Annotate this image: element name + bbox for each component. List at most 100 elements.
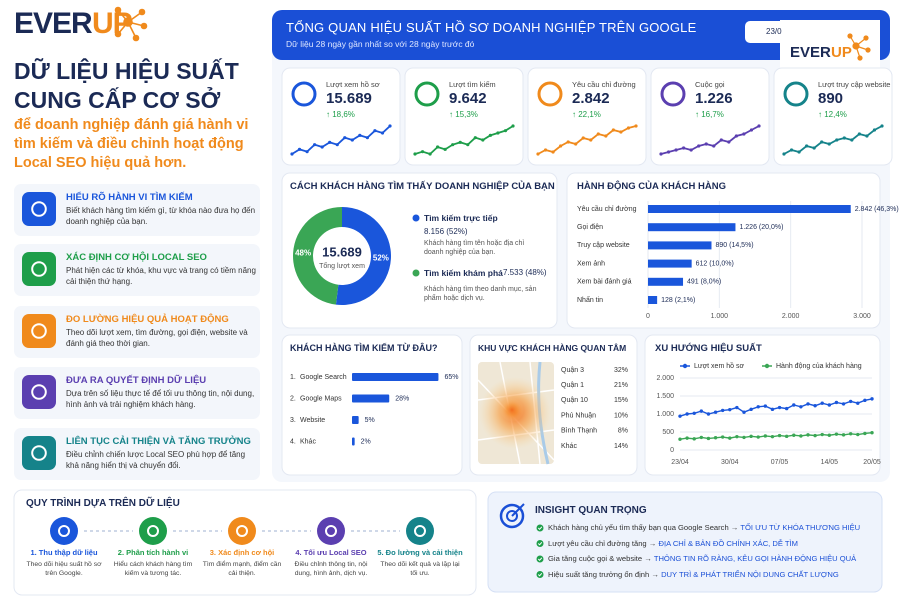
bar-value: 491 (8,0%) <box>687 279 721 286</box>
feature-desc: Điều chỉnh chiến lược Local SEO phù hợp … <box>66 450 246 470</box>
kpi-card <box>773 67 893 166</box>
sparkline <box>291 125 391 155</box>
spark-point <box>543 148 548 152</box>
icon <box>22 375 56 409</box>
trend-point <box>706 412 711 416</box>
spark-point <box>626 126 631 130</box>
step-title: 3. Xác định cơ hội <box>209 548 275 557</box>
spark-point <box>413 152 417 156</box>
x-tick-label: 1.000 <box>711 313 729 320</box>
legend-dot <box>412 269 420 277</box>
x-tick-label: 07/05 <box>771 459 789 466</box>
segment-value: 7.533 (48%) <box>503 268 547 277</box>
kpi-value: 1.226 <box>695 90 733 107</box>
trend-point <box>870 397 874 401</box>
spark-point <box>697 144 701 148</box>
spark-point <box>611 128 615 132</box>
spark-point <box>782 152 786 156</box>
donut-title: CÁCH KHÁCH HÀNG TÌM THẤY DOANH NGHIỆP CỦ… <box>290 181 555 192</box>
trend-point <box>813 433 817 438</box>
icon <box>22 252 56 286</box>
spark-point <box>328 140 332 144</box>
trend-point <box>841 433 846 437</box>
trend-point <box>848 432 853 436</box>
trend-point <box>870 431 874 435</box>
insight-highlight: ĐỊA CHỈ & BẢN ĐỒ CHÍNH XÁC, DỄ TÌM <box>658 538 798 548</box>
card <box>566 172 881 329</box>
bar <box>648 241 712 250</box>
trend-line <box>679 432 873 440</box>
bar-label: Yêu cầu chỉ đường <box>577 204 637 213</box>
trend-point <box>784 434 789 439</box>
feature-desc: Phát hiện các từ khóa, khu vực và trang … <box>66 266 256 286</box>
insight-text: Khách hàng chủ yếu tìm thấy bạn qua Goog… <box>548 523 741 532</box>
kpi-change: ↑ 12,4% <box>818 110 847 119</box>
spark-point <box>297 147 302 151</box>
spark-point <box>436 145 440 149</box>
insight-icon <box>499 503 525 529</box>
date: 23/0 <box>766 27 782 36</box>
trend-point <box>863 431 867 436</box>
trend-point <box>841 402 846 406</box>
insight-text: Hiệu suất tăng trưởng ổn định → <box>548 569 662 579</box>
trend-point <box>763 404 768 408</box>
trend-point <box>763 434 768 438</box>
bar-label: Xem bài đánh giá <box>577 279 632 286</box>
source-name: Google Search <box>300 374 347 381</box>
spark-point <box>551 150 555 154</box>
feature-card <box>14 244 260 296</box>
intro-title: DỮ LIỆU HIỆU SUẤT <box>14 58 239 84</box>
source-name: Website <box>300 417 325 424</box>
spark-point <box>428 152 432 156</box>
insight-highlight: TỐI ƯU TỪ KHÓA THƯƠNG HIỆU <box>740 523 861 532</box>
donut-segment <box>335 207 392 305</box>
bar <box>352 394 390 403</box>
bar-label: Xem ảnh <box>577 260 605 267</box>
spark-point <box>305 150 309 154</box>
trend-point <box>827 403 832 407</box>
bar-value: 612 (10,0%) <box>696 260 734 267</box>
spark-point <box>727 140 731 144</box>
step-desc: Hiểu cách khách hàng tìm kiếm và tương t… <box>113 561 193 577</box>
icon <box>22 192 56 226</box>
trend-point <box>692 411 696 415</box>
trend-point <box>784 406 789 411</box>
x-tick-label: 23/04 <box>671 459 689 466</box>
check <box>536 555 544 563</box>
spark-point <box>797 150 801 154</box>
spark-point <box>880 124 884 128</box>
trend-line <box>679 398 873 417</box>
insight-icon <box>506 510 518 522</box>
step-glyph <box>236 525 248 537</box>
x-tick-label: 2.000 <box>782 313 800 320</box>
y-tick-label: 0 <box>670 447 674 454</box>
area-pct: 14% <box>614 443 628 450</box>
check-mark <box>537 572 543 577</box>
bar-value: 128 (2,1%) <box>661 297 695 304</box>
trend-point <box>728 436 732 440</box>
kpi-icon <box>537 81 563 107</box>
trend-point <box>863 398 867 403</box>
spark-point <box>458 140 462 144</box>
trend-point <box>792 433 796 437</box>
trend-point <box>813 404 817 408</box>
icon <box>22 436 56 470</box>
bar <box>648 259 692 268</box>
spark-point <box>719 138 723 142</box>
trend-point <box>685 436 689 440</box>
area-name: Quận 3 <box>561 367 584 374</box>
spark-point <box>589 138 593 142</box>
trend-point <box>777 433 782 438</box>
step-circle <box>228 517 256 545</box>
feature-desc: Biết khách hàng tìm kiếm gì, từ khóa nào… <box>66 206 256 226</box>
trend-point <box>756 405 760 409</box>
kpi-card <box>404 67 524 166</box>
trend-point <box>699 409 704 413</box>
trend-point <box>720 408 725 413</box>
y-tick-label: 1.000 <box>656 411 674 418</box>
feature-title: XÁC ĐỊNH CƠ HỘI LOCAL SEO <box>66 252 207 263</box>
spark-point <box>420 150 425 154</box>
trend-point <box>713 436 718 440</box>
bar <box>352 437 355 446</box>
bar-value: 65% <box>444 374 458 381</box>
